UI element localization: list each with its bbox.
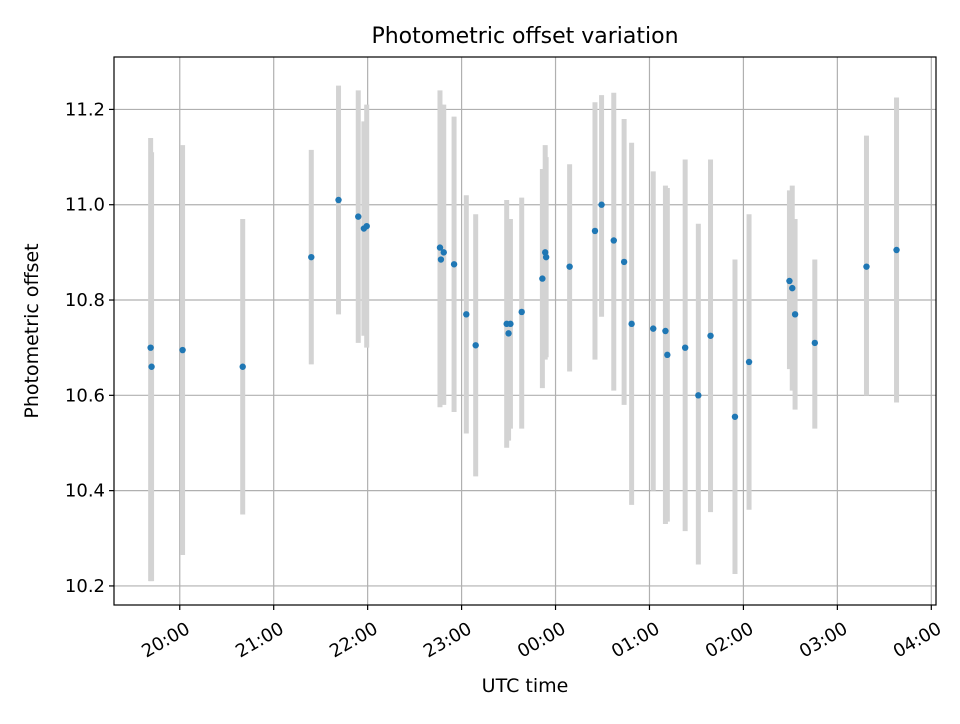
data-point: [179, 346, 186, 354]
data-point: [542, 253, 550, 261]
data-point: [598, 201, 605, 208]
data-point: [811, 339, 819, 347]
data-point: [863, 263, 870, 270]
data-point: [507, 320, 514, 328]
data-point: [363, 222, 370, 230]
data-point: [148, 363, 155, 370]
data-point: [628, 320, 635, 328]
data-point: [147, 344, 154, 351]
data-point: [239, 363, 246, 370]
data-point: [650, 325, 657, 332]
data-point: [566, 263, 573, 270]
data-point: [791, 311, 799, 318]
y-tick-label: 11.0: [65, 195, 105, 216]
data-point: [789, 284, 796, 292]
y-axis-ticks: 10.2 10.4 10.6 10.8 11.0 11.2: [65, 99, 114, 597]
y-axis-label: Photometric offset: [21, 243, 43, 418]
data-point: [505, 330, 512, 337]
data-point: [463, 311, 470, 318]
data-point: [664, 351, 671, 359]
data-point: [745, 358, 753, 366]
plot-frame: [113, 56, 937, 606]
point-layer: [147, 196, 900, 420]
chart-title: Photometric offset variation: [371, 24, 678, 49]
data-point: [355, 213, 362, 220]
data-point: [335, 196, 342, 204]
data-point: [436, 244, 444, 251]
data-point: [620, 258, 628, 266]
data-point: [440, 249, 447, 256]
data-point: [662, 327, 669, 335]
data-point: [539, 275, 546, 282]
data-point: [308, 253, 315, 261]
data-point: [472, 342, 479, 349]
y-tick-label: 10.4: [65, 481, 105, 502]
data-point: [786, 277, 793, 285]
y-tick-label: 10.6: [65, 385, 105, 406]
data-point: [518, 308, 525, 316]
y-tick-label: 10.2: [65, 576, 105, 597]
x-axis-label: UTC time: [482, 675, 569, 697]
data-point: [707, 332, 714, 339]
data-point: [681, 344, 689, 351]
data-point: [610, 237, 617, 244]
data-point: [591, 227, 599, 235]
y-tick-label: 10.8: [65, 290, 105, 311]
data-point: [893, 246, 900, 254]
data-point: [541, 249, 549, 256]
data-point: [450, 261, 458, 268]
data-point: [731, 413, 739, 420]
data-point: [695, 392, 702, 399]
data-point: [437, 256, 445, 263]
y-tick-label: 11.2: [65, 99, 105, 120]
